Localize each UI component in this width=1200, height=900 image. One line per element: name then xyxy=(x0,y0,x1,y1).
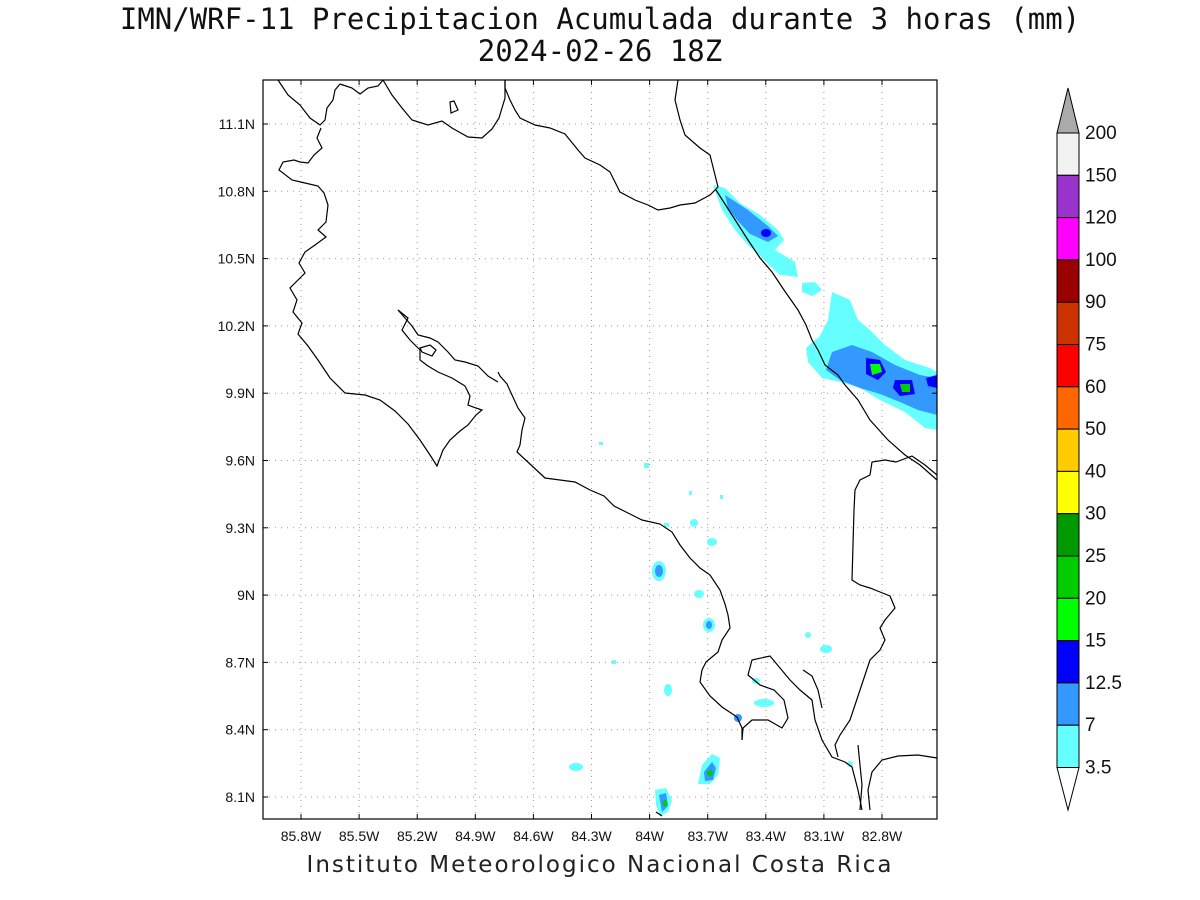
x-tick-label: 84W xyxy=(635,828,665,844)
colorbar-top-arrow xyxy=(1056,87,1080,134)
colorbar-swatch xyxy=(1056,724,1080,769)
precip-area-light xyxy=(599,442,603,445)
colorbar-label: 90 xyxy=(1085,292,1106,313)
x-tick-label: 84.6W xyxy=(513,828,554,844)
precip-area-light xyxy=(820,645,832,653)
x-tick-label: 83.4W xyxy=(746,828,787,844)
colorbar-swatch xyxy=(1056,386,1080,430)
x-tick-label: 83.7W xyxy=(687,828,728,844)
precip-area-mid xyxy=(655,565,663,577)
y-tick-label: 10.2N xyxy=(218,318,255,334)
coastlines xyxy=(277,79,938,817)
precip-area-light xyxy=(805,632,811,638)
precip-area-light xyxy=(720,495,723,499)
x-tick-label: 84.3W xyxy=(571,828,612,844)
precip-area-light xyxy=(689,491,692,495)
map-frame xyxy=(262,79,938,820)
map-title: IMN/WRF-11 Precipitacion Acumulada duran… xyxy=(119,2,1081,36)
footer-credit: Instituto Meteorologico Nacional Costa R… xyxy=(306,852,894,878)
colorbar-swatch xyxy=(1056,301,1080,346)
precip-area-light xyxy=(754,699,774,707)
y-tick-label: 11.1N xyxy=(219,116,255,132)
precip-area-light xyxy=(802,282,822,296)
colorbar-label: 200 xyxy=(1085,123,1117,144)
precip-area-light xyxy=(847,761,853,767)
precip-area-green xyxy=(662,800,668,806)
precip-area-light xyxy=(644,463,649,468)
colorbar-label: 75 xyxy=(1085,335,1106,356)
y-tick-label: 8.7N xyxy=(225,654,255,670)
colorbar-label: 12.5 xyxy=(1085,673,1122,694)
colorbar-swatch xyxy=(1056,174,1080,219)
colorbar-label: 30 xyxy=(1085,504,1106,525)
colorbar-swatch xyxy=(1056,428,1080,472)
y-tick-label: 9.6N xyxy=(225,453,255,469)
colorbar-swatch xyxy=(1056,132,1080,176)
y-tick-label: 10.5N xyxy=(218,251,255,267)
y-tick-label: 10.8N xyxy=(218,183,255,199)
x-tick-label: 82.8W xyxy=(862,828,903,844)
x-tick-label: 84.9W xyxy=(455,828,496,844)
precip-area-blue xyxy=(761,229,771,237)
precip-area-green xyxy=(870,364,882,375)
y-tick-label: 8.1N xyxy=(225,789,255,805)
precip-area-light xyxy=(694,590,704,598)
precip-area-mid xyxy=(706,621,712,629)
grid-lines xyxy=(263,80,937,819)
colorbar-label: 100 xyxy=(1085,250,1117,271)
country-borders xyxy=(339,79,938,758)
precip-area-light xyxy=(569,763,583,771)
colorbar-swatch xyxy=(1056,513,1080,557)
colorbar-swatch xyxy=(1056,640,1080,684)
y-tick-label: 9.3N xyxy=(225,520,255,536)
colorbar-swatch xyxy=(1056,259,1080,303)
y-tick-label: 8.4N xyxy=(225,722,255,738)
colorbar-label: 15 xyxy=(1085,631,1106,652)
precip-area-light xyxy=(612,660,616,664)
colorbar-label: 60 xyxy=(1085,377,1106,398)
precip-area-mid xyxy=(826,345,937,415)
colorbar-label: 50 xyxy=(1085,419,1106,440)
colorbar-swatch xyxy=(1056,217,1080,261)
y-tick-label: 9.9N xyxy=(225,385,255,401)
x-tick-label: 85.5W xyxy=(339,828,380,844)
colorbar-label: 120 xyxy=(1085,208,1117,229)
colorbar-label: 7 xyxy=(1085,715,1096,736)
x-tick-label: 85.2W xyxy=(397,828,438,844)
precip-area-mid xyxy=(690,519,698,527)
precip-areas xyxy=(569,185,937,816)
precip-area-light xyxy=(664,523,669,527)
precip-area-light xyxy=(664,684,672,696)
y-tick-label: 9N xyxy=(237,587,255,603)
map-datetime: 2024-02-26 18Z xyxy=(477,34,723,68)
colorbar-swatch xyxy=(1056,344,1080,388)
colorbar-label: 40 xyxy=(1085,461,1106,482)
colorbar-label: 25 xyxy=(1085,546,1106,567)
colorbar: 200 150 120 100 90 75 60 50 40 30 25 20 15 12.5 7 3.5 xyxy=(1056,87,1122,812)
x-tick-label: 83.1W xyxy=(804,828,845,844)
colorbar-swatch xyxy=(1056,555,1080,599)
precip-area-green xyxy=(707,770,713,776)
precip-area-light xyxy=(707,538,717,546)
colorbar-label: 20 xyxy=(1085,588,1106,609)
precip-area-blue xyxy=(926,375,937,388)
axis-ticks: 85.8W 85.5W 85.2W 84.9W 84.6W 84.3W 84W 83.7W 83… xyxy=(218,80,937,844)
colorbar-label: 3.5 xyxy=(1085,758,1111,779)
colorbar-swatch xyxy=(1056,470,1080,515)
x-tick-label: 85.8W xyxy=(281,828,322,844)
colorbar-label: 150 xyxy=(1085,165,1117,186)
precip-area-green xyxy=(900,384,910,392)
colorbar-bottom-arrow xyxy=(1056,767,1080,812)
colorbar-swatch xyxy=(1056,682,1080,726)
colorbar-swatch xyxy=(1056,597,1080,642)
